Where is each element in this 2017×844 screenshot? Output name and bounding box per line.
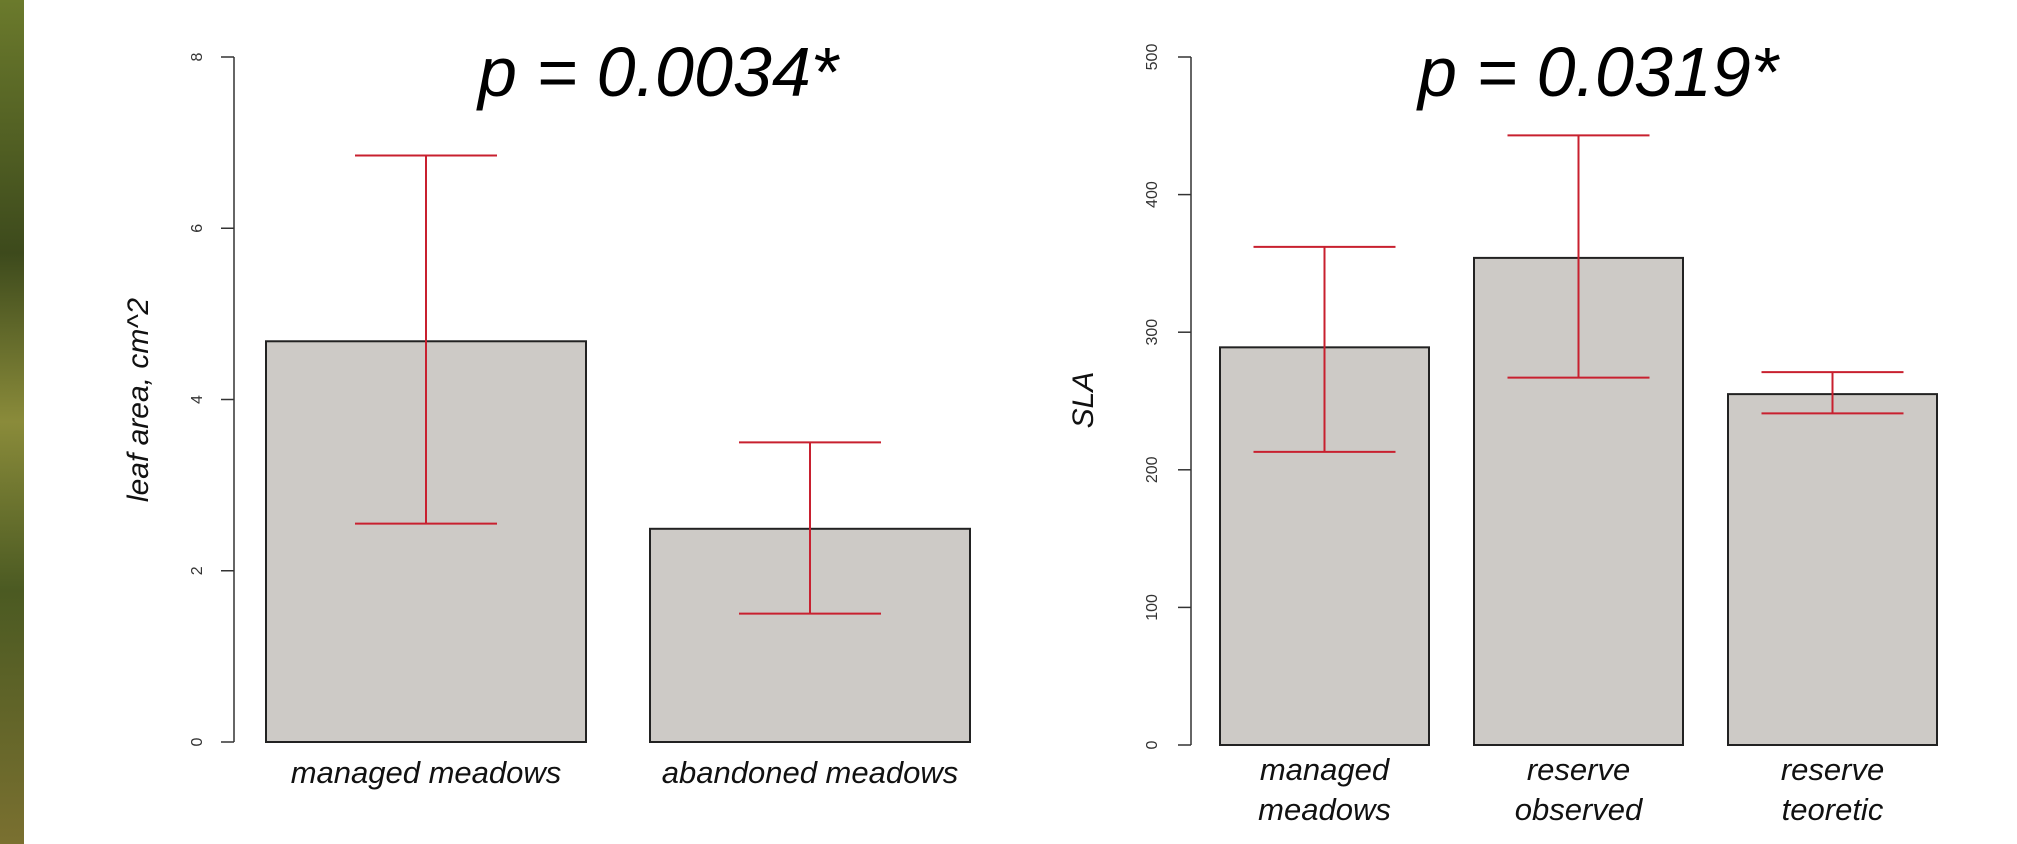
y-tick-label: 300 (1144, 319, 1161, 346)
y-tick-label: 0 (1144, 740, 1161, 749)
y-tick-label: 100 (1144, 594, 1161, 621)
y-tick-label: 2 (189, 566, 206, 575)
chart-title: p = 0.0034* (476, 33, 841, 111)
chart-title: p = 0.0319* (1416, 33, 1781, 111)
y-tick-label: 8 (189, 52, 206, 61)
y-tick-label: 500 (1144, 44, 1161, 71)
background-strip (0, 0, 24, 844)
y-axis-label: leaf area, cm^2 (122, 298, 155, 502)
x-tick-label: managed meadows (290, 755, 562, 790)
y-tick-label: 0 (189, 737, 206, 746)
x-tick-label: reserve observed (1514, 752, 1643, 827)
y-tick-label: 400 (1144, 181, 1161, 208)
y-tick-label: 200 (1144, 456, 1161, 483)
bar (1727, 393, 1938, 746)
y-axis-label: SLA (1067, 372, 1100, 429)
y-tick-label: 6 (189, 224, 206, 233)
x-tick-label: abandoned meadows (661, 755, 959, 790)
x-tick-label: reserve teoretic (1780, 752, 1885, 827)
x-tick-label: managed meadows (1258, 752, 1391, 827)
y-tick-label: 4 (189, 395, 206, 404)
